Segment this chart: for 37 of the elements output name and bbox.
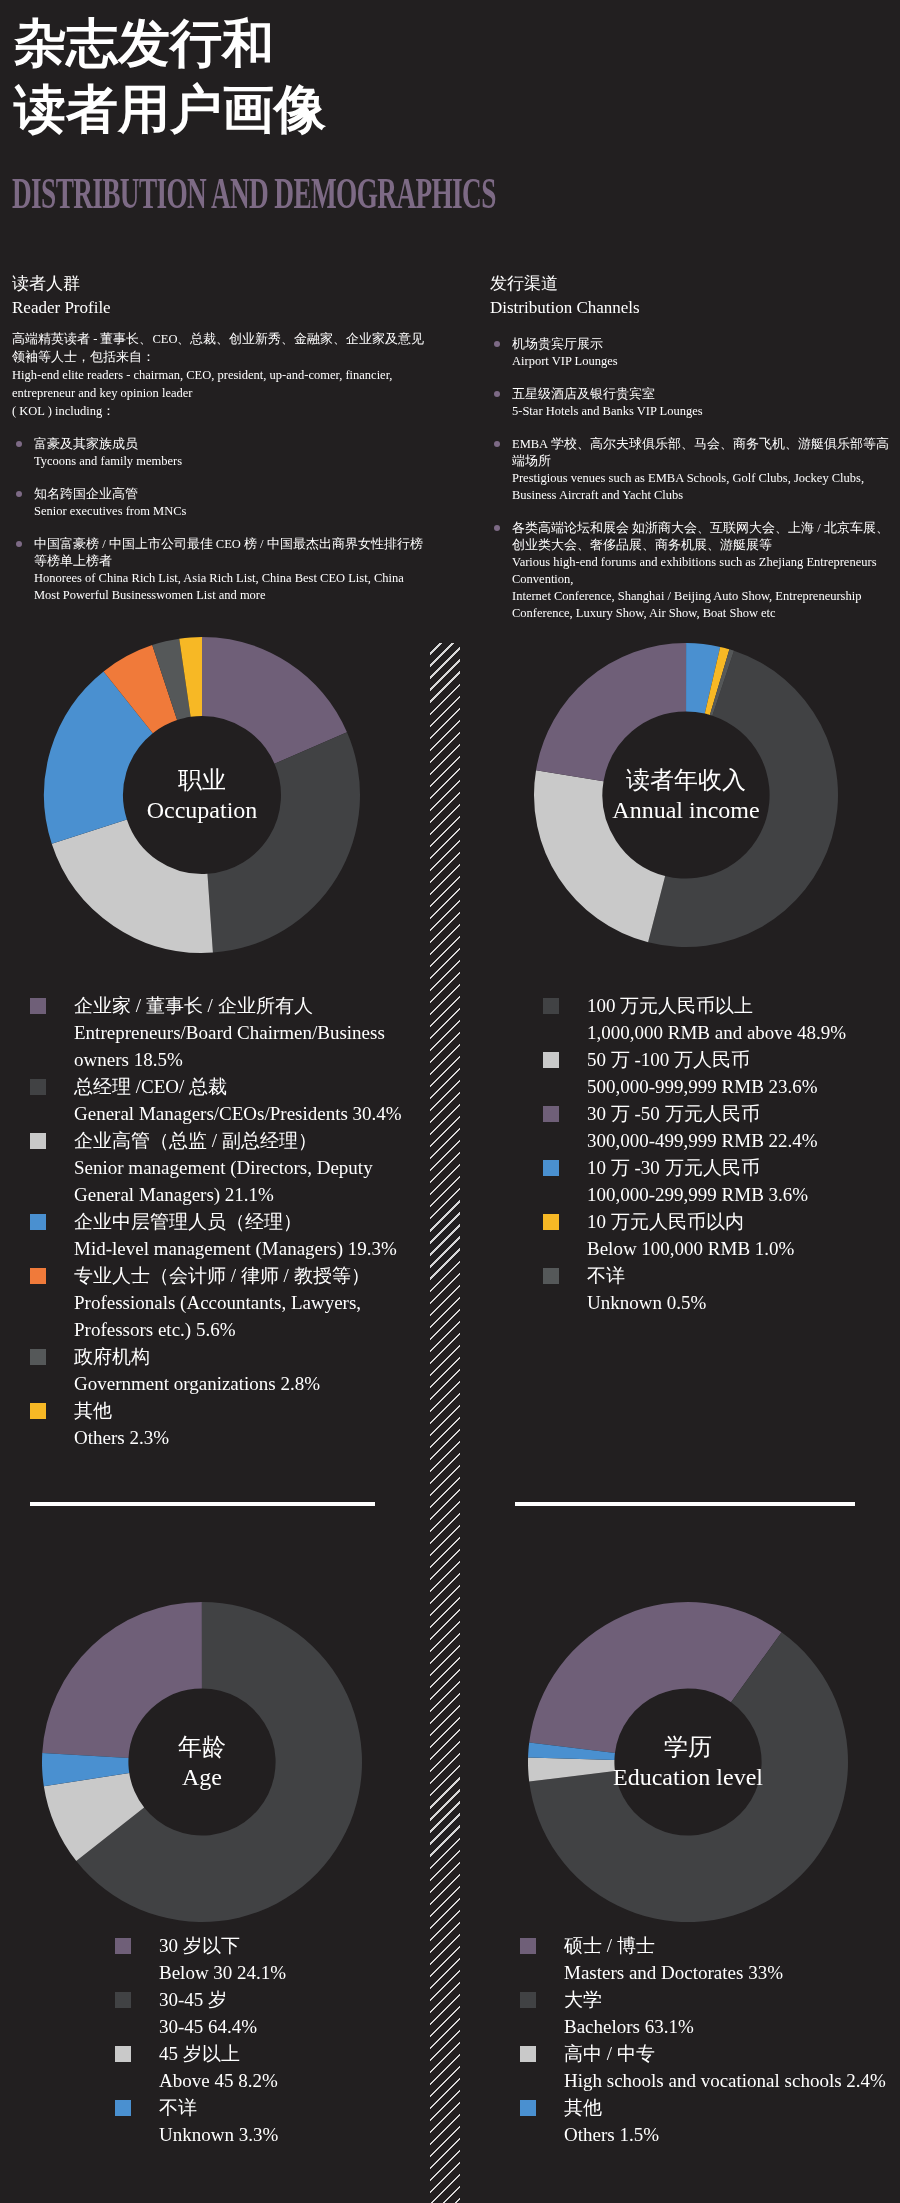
text: 知名跨国企业高管 Senior executives from MNCs (34, 487, 187, 518)
legend-label: 专业人士（会计师 / 律师 / 教授等） Professionals (Accountants, Lawyers, Professors etc.) 5.6% (74, 1264, 371, 1342)
legend-label: 30-45 岁 30-45 64.4% (159, 1988, 259, 2039)
legend-label: 其他 Others 2.3% (74, 1399, 170, 1450)
text: DISTRIBUTION AND DEMOGRAPHICS (12, 168, 496, 219)
text: 读者年收入 Annual income (611, 766, 761, 825)
text: 中国富豪榜 / 中国上市公司最佳 CEO 榜 / 中国最杰出商界女性排行榜等榜单上榜者 Honorees of China Rich List, Asia Rich List, China Best CEO List, China Most Powerful Businesswomen List and more (34, 537, 423, 602)
legend-label: 30 岁以下 Below 30 24.1% (159, 1934, 288, 1985)
legend-label: 大学 Bachelors 63.1% (564, 1988, 695, 2039)
legend-label: 企业中层管理人员（经理） Mid-level management (Managers) 19.3% (74, 1210, 398, 1261)
text: 读者人群 Reader Profile (12, 273, 112, 319)
legend-label: 50 万 -100 万人民币 500,000-999,999 RMB 23.6% (587, 1048, 819, 1099)
text: 职业 Occupation (145, 766, 259, 825)
text: 发行渠道 Distribution Channels (490, 273, 641, 319)
legend-label: 企业家 / 董事长 / 企业所有人 Entrepreneurs/Board Chairmen/Business owners 18.5% (74, 994, 386, 1072)
legend-label: 总经理 /CEO/ 总裁 General Managers/CEOs/Presidents 30.4% (74, 1075, 403, 1126)
legend-label: 硕士 / 博士 Masters and Doctorates 33% (564, 1934, 784, 1985)
text: 富豪及其家族成员 Tycoons and family members (34, 437, 183, 468)
text: 五星级酒店及银行贵宾室 5-Star Hotels and Banks VIP Lounges (512, 387, 703, 418)
text: 学历 Education level (612, 1733, 764, 1792)
legend-label: 不详 Unknown 0.5% (587, 1264, 708, 1315)
text: 年龄 Age (177, 1733, 227, 1792)
legend-label: 不详 Unknown 3.3% (159, 2096, 280, 2147)
legend-label: 高中 / 中专 High schools and vocational schools 2.4% (564, 2042, 887, 2093)
legend-label: 政府机构 Government organizations 2.8% (74, 1345, 322, 1396)
text: 高端精英读者 - 董事长、CEO、总裁、创业新秀、金融家、企业家及意见领袖等人士，包括来自： High-end elite readers - chairman, CEO, president, up-and-comer, financier, entrepreneur and key opinion leader ( KOL ) including： (12, 331, 426, 420)
text: 杂志发行和读者用户画像 (14, 11, 326, 141)
legend-label: 10 万 -30 万元人民币 100,000-299,999 RMB 3.6% (587, 1156, 810, 1207)
legend-label: 30 万 -50 万元人民币 300,000-499,999 RMB 22.4% (587, 1102, 819, 1153)
text: 各类高端论坛和展会 如浙商大会、互联网大会、上海 / 北京车展、创业类大会、奢侈品展、商务机展、游艇展等 Various high-end forums and exhibitions such as Zhejiang Entrepreneurs Convention, Internet Conference, Shanghai / Beijing Auto Show, Entrepreneurship Conference, Luxury Show, Air Show, Boat Show etc (512, 521, 889, 620)
text: 机场贵宾厅展示 Airport VIP Lounges (512, 337, 618, 368)
legend-label: 100 万元人民币以上 1,000,000 RMB and above 48.9% (587, 994, 848, 1045)
legend-label: 45 岁以上 Above 45 8.2% (159, 2042, 279, 2093)
legend-label: 10 万元人民币以内 Below 100,000 RMB 1.0% (587, 1210, 796, 1261)
legend-label: 其他 Others 1.5% (564, 2096, 660, 2147)
legend-label: 企业高管（总监 / 副总经理） Senior management (Directors, Deputy General Managers) 21.1% (74, 1129, 374, 1207)
text: EMBA 学校、高尔夫球俱乐部、马会、商务飞机、游艇俱乐部等高端场所 Prestigious venues such as EMBA Schools, Golf Clubs, Jockey Clubs, Business Aircraft and Yacht Clubs (512, 437, 889, 502)
